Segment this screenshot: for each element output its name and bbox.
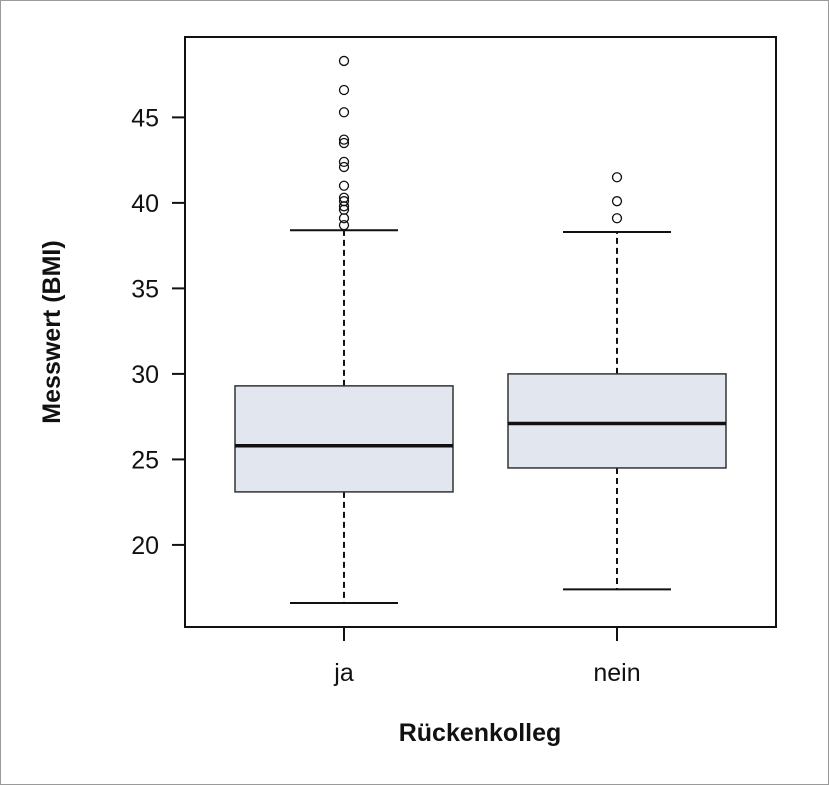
outlier-nein-2	[611, 172, 623, 183]
outlier-ja-10	[338, 134, 350, 145]
y-tick-label-20: 20	[131, 532, 159, 560]
boxes-layer	[234, 55, 727, 605]
y-axis: 20 25 30 35 40 45	[131, 104, 185, 560]
outlier-ja-9	[338, 137, 350, 149]
outlier-ja-0	[338, 219, 350, 231]
box-ja	[234, 385, 454, 493]
plot-area	[184, 36, 777, 628]
outlier-ja-7	[338, 161, 350, 173]
outlier-ja-4	[338, 196, 350, 207]
outlier-ja-8	[338, 156, 350, 167]
y-axis-title: Messwert (BMI)	[38, 240, 66, 423]
y-tick-label-35: 35	[131, 275, 159, 303]
x-tick-label-ja: ja	[333, 659, 354, 687]
box-group-nein	[507, 172, 727, 591]
outlier-nein-1	[611, 196, 623, 207]
outlier-ja-5	[338, 192, 350, 203]
outlier-nein-0	[611, 213, 623, 224]
outlier-ja-11	[338, 107, 350, 118]
box-group-ja	[234, 55, 454, 605]
outlier-ja-6	[338, 180, 350, 191]
y-tick-label-30: 30	[131, 361, 159, 389]
box-nein	[507, 373, 727, 469]
x-axis-title: Rückenkolleg	[399, 719, 562, 747]
y-tick-label-45: 45	[131, 104, 159, 132]
outlier-ja-13	[338, 55, 350, 67]
x-tick-label-nein: nein	[593, 659, 640, 687]
outlier-ja-12	[338, 84, 350, 96]
y-tick-label-25: 25	[131, 446, 159, 474]
y-tick-label-40: 40	[131, 190, 159, 218]
x-axis: ja nein	[333, 627, 641, 687]
